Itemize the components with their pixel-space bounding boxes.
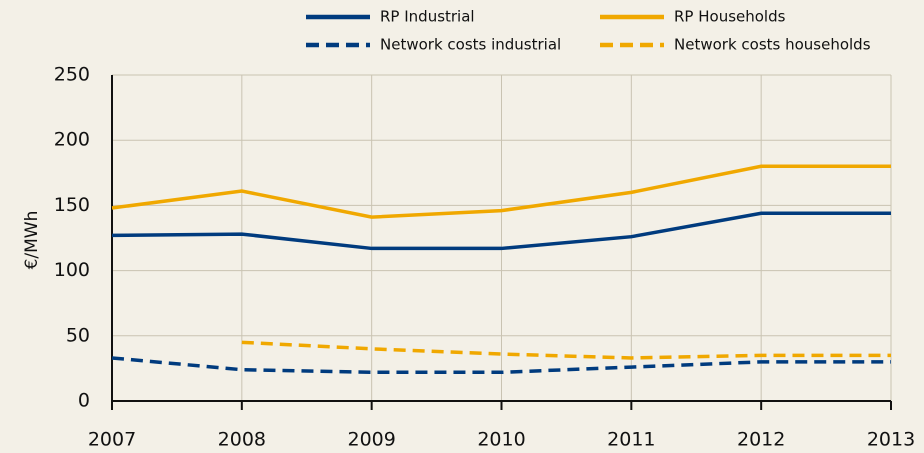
y-axis-label: €/MWh — [22, 211, 42, 270]
x-tick-label: 2012 — [737, 429, 785, 451]
legend-label: RP Households — [674, 8, 786, 26]
series-line — [241, 340, 891, 360]
series-line — [111, 211, 891, 251]
legend-label: Network costs industrial — [380, 36, 561, 54]
x-tick-label: 2008 — [218, 429, 266, 451]
y-tick-label: 0 — [78, 390, 90, 412]
x-tick-label: 2013 — [867, 429, 915, 451]
x-tick-label: 2007 — [88, 429, 136, 451]
x-tick-label: 2011 — [607, 429, 655, 451]
x-tick-label: 2010 — [477, 429, 525, 451]
series-line — [111, 164, 891, 219]
y-tick-label: 150 — [54, 194, 90, 216]
legend-label: RP Industrial — [380, 8, 475, 26]
legend-label: Network costs households — [674, 36, 871, 54]
y-tick-label: 200 — [54, 129, 90, 151]
y-tick-label: 100 — [54, 259, 90, 281]
series-line — [111, 356, 891, 375]
x-tick-label: 2009 — [347, 429, 395, 451]
y-tick-label: 50 — [66, 324, 90, 346]
y-tick-label: 250 — [54, 64, 90, 86]
